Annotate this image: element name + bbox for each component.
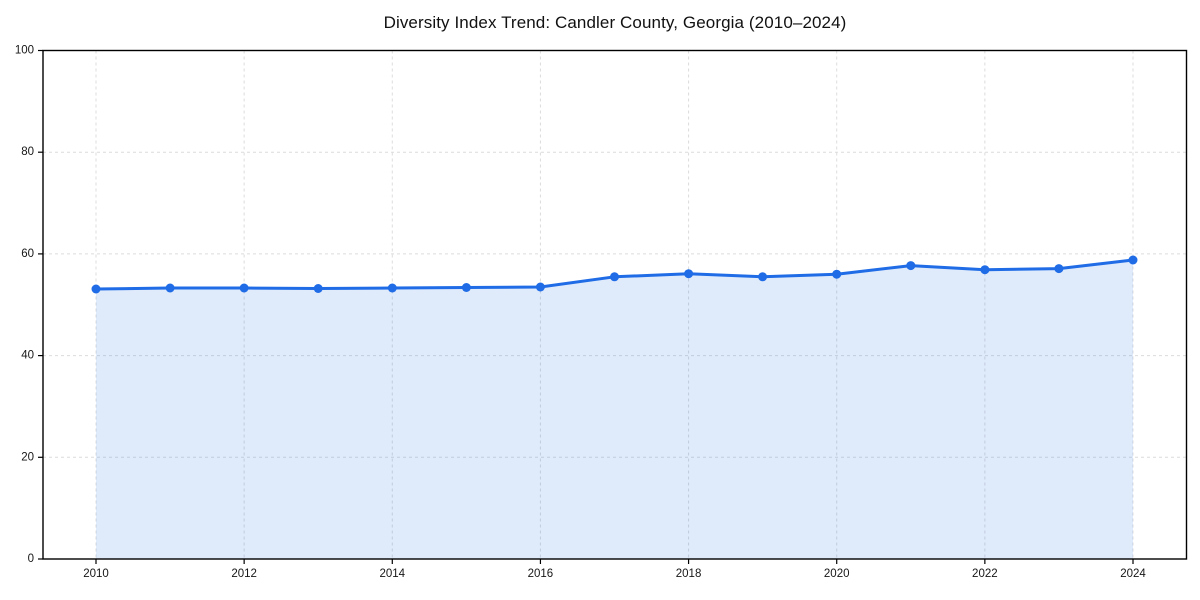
x-tick-label-2016: 2016 [528, 568, 554, 580]
data-point-2013 [313, 284, 323, 293]
area-fill [96, 260, 1133, 559]
axis-tick-labels: 0 20 40 60 80 100 2010 2012 2014 2016 2018 2020 2022… [15, 45, 1147, 581]
x-tick-label-2012: 2012 [231, 568, 257, 580]
x-tick-label-2010: 2010 [83, 568, 109, 580]
x-tick-label-2024: 2024 [1120, 568, 1146, 580]
y-tick-label-80: 80 [21, 146, 34, 158]
plot-border [42, 49, 1188, 560]
data-points [91, 255, 1138, 294]
data-point-2012 [239, 283, 249, 293]
data-point-2017 [610, 272, 619, 282]
y-tick-label-20: 20 [21, 451, 34, 463]
x-tick-label-2022: 2022 [972, 568, 998, 580]
data-point-2024 [1128, 255, 1138, 265]
data-point-2023 [1054, 264, 1064, 274]
data-point-2014 [387, 283, 397, 293]
data-point-2020 [832, 269, 842, 279]
axis-ticks [38, 49, 1134, 564]
x-tick-label-2014: 2014 [379, 568, 405, 580]
data-point-2021 [906, 261, 916, 271]
y-tick-label-0: 0 [28, 553, 34, 565]
data-point-2010 [91, 284, 101, 294]
y-tick-label-40: 40 [21, 350, 34, 362]
data-point-2011 [165, 283, 175, 293]
data-point-2015 [461, 283, 471, 292]
data-point-2019 [758, 272, 768, 282]
y-tick-label-60: 60 [21, 248, 34, 260]
data-point-2016 [535, 282, 545, 292]
y-tick-label-100: 100 [15, 45, 34, 57]
data-point-2022 [980, 265, 990, 275]
data-point-2018 [684, 269, 694, 279]
x-tick-label-2020: 2020 [824, 568, 850, 580]
chart-title: Diversity Index Trend: Candler County, G… [383, 13, 847, 32]
x-tick-label-2018: 2018 [676, 568, 702, 580]
